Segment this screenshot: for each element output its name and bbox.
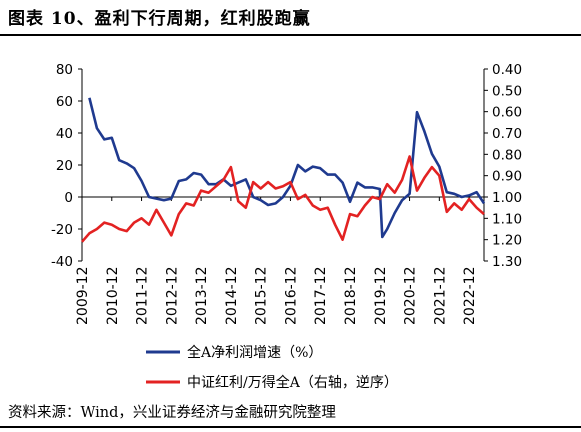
x-tick-label: 2017-12: [313, 267, 329, 326]
bottom-rule: [0, 426, 581, 428]
title-rule: [0, 34, 581, 36]
series-line-profit-growth: [88, 97, 486, 239]
left-tick-label: 0: [64, 190, 73, 206]
left-tick-label: 80: [56, 62, 73, 78]
source-note: 资料来源：Wind，兴业证券经济与金融研究院整理: [8, 405, 336, 421]
x-tick-label: 2015-12: [254, 267, 270, 326]
left-tick-label: -40: [51, 254, 73, 270]
x-tick-label: 2022-12: [462, 267, 478, 325]
x-tick-label: 2009-12: [75, 267, 91, 326]
chart-series: [81, 97, 486, 243]
left-tick-label: 20: [56, 158, 73, 174]
right-tick-label: 0.50: [492, 83, 522, 99]
right-tick-label: 0.40: [492, 62, 522, 78]
left-tick-label: 60: [56, 94, 73, 110]
right-tick-label: 0.60: [492, 105, 522, 121]
chart-axes: -40 -20 0 20 40 60 80 0.40 0.50 0.60 0.70 0.80 0.90 1…: [51, 62, 522, 325]
x-tick-label: 2013-12: [194, 267, 210, 326]
x-tick-label: 2011-12: [135, 267, 151, 326]
right-tick-label: 1.30: [492, 254, 522, 270]
legend-label-dividend-ratio: 中证红利/万得全A（右轴，逆序）: [187, 374, 398, 391]
figure-title: 图表 10、盈利下行周期，红利股跑赢: [8, 9, 311, 29]
right-tick-label: 1.20: [492, 233, 522, 249]
right-tick-label: 1.10: [492, 211, 522, 227]
x-tick-label: 2016-12: [283, 267, 299, 326]
left-tick-label: -20: [51, 222, 73, 238]
legend-label-profit-growth: 全A净利润增速（%）: [187, 344, 322, 361]
x-tick-label: 2019-12: [373, 267, 389, 326]
series-line-dividend-ratio: [81, 155, 485, 243]
right-tick-label: 0.70: [492, 126, 522, 142]
x-tick-label: 2014-12: [224, 267, 240, 326]
x-tick-label: 2020-12: [403, 267, 419, 326]
right-tick-label: 0.90: [492, 169, 522, 185]
chart-legend: 全A净利润增速（%） 中证红利/万得全A（右轴，逆序）: [146, 344, 398, 391]
line-chart: -40 -20 0 20 40 60 80 0.40 0.50 0.60 0.70 0.80 0.90 1…: [51, 62, 522, 391]
left-tick-label: 40: [56, 126, 73, 142]
right-tick-label: 0.80: [492, 147, 522, 163]
right-tick-label: 1.00: [492, 190, 522, 206]
x-tick-label: 2010-12: [105, 267, 121, 326]
x-tick-label: 2012-12: [164, 267, 180, 326]
x-tick-label: 2021-12: [432, 267, 448, 326]
x-tick-label: 2018-12: [343, 267, 359, 326]
